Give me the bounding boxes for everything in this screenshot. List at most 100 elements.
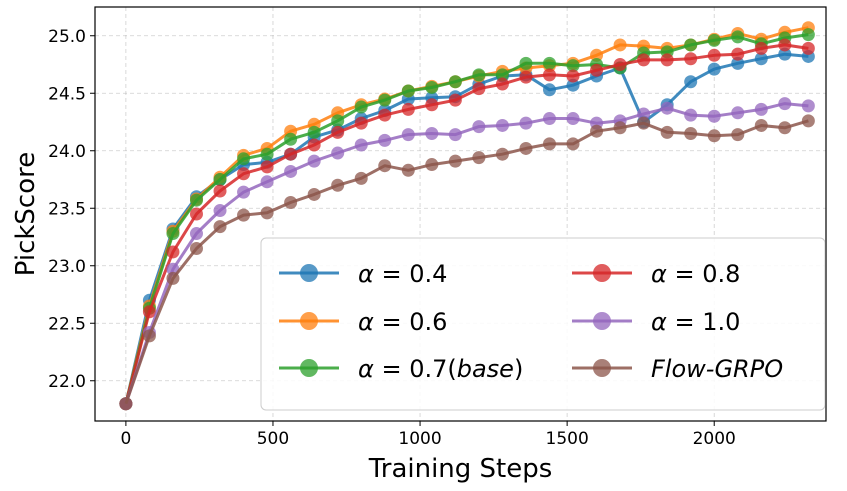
data-point (166, 245, 180, 259)
data-point (637, 53, 651, 67)
data-point (260, 147, 274, 161)
data-point (519, 70, 533, 84)
data-point (754, 41, 768, 55)
data-point (425, 127, 439, 140)
y-tick-label: 23.0 (48, 257, 86, 277)
data-point (378, 159, 392, 173)
data-point (566, 69, 580, 83)
y-tick-label: 23.5 (48, 199, 86, 219)
data-point (213, 173, 227, 186)
legend-marker (300, 264, 318, 282)
data-point (801, 41, 815, 55)
data-point (331, 125, 345, 139)
data-point (189, 207, 203, 221)
legend-label-part: = 0.7( (374, 355, 457, 383)
data-point (237, 185, 251, 199)
data-point (731, 106, 745, 120)
series-4 (119, 97, 815, 411)
data-point (378, 108, 392, 122)
data-point (331, 178, 345, 192)
data-point (519, 141, 533, 155)
data-point (684, 108, 698, 122)
data-point (378, 133, 392, 147)
legend-item: α = 1.0 (572, 308, 740, 336)
legend: α = 0.4 α = 0.6 α = 0.7(base) α = 0.8 α = 1.… (260, 237, 826, 411)
data-point (448, 128, 462, 142)
data-point (778, 47, 792, 61)
data-point (566, 112, 580, 126)
data-point (448, 75, 462, 89)
legend-marker (593, 312, 611, 330)
data-point (566, 137, 580, 151)
data-point (307, 154, 321, 168)
legend-item: α = 0.4 (279, 260, 447, 288)
data-point (237, 167, 251, 181)
data-point (778, 121, 792, 135)
data-point (307, 138, 321, 152)
data-point (707, 109, 721, 123)
data-point (519, 116, 533, 130)
legend-label: α = 1.0 (651, 308, 740, 336)
y-tick-label: 22.0 (48, 372, 86, 392)
data-point (284, 164, 298, 178)
data-point (542, 68, 556, 82)
data-point (778, 97, 792, 111)
legend-item: α = 0.8 (572, 260, 740, 288)
data-point (354, 100, 368, 114)
legend-marker (300, 359, 318, 377)
legend-item: α = 0.7(base) (279, 355, 523, 383)
data-point (142, 329, 156, 343)
data-point (684, 127, 698, 140)
data-point (472, 82, 486, 96)
data-point (472, 120, 486, 134)
legend-box (260, 237, 826, 411)
data-point (260, 175, 274, 189)
data-point (660, 125, 674, 139)
data-point (707, 62, 721, 76)
data-point (284, 196, 298, 209)
axis-ticks: 0 500 1000 1500 2000 22.0 22.5 23.0 23.5 24.0 24.5… (48, 27, 736, 449)
y-tick-label: 22.5 (48, 314, 86, 334)
data-point (189, 242, 203, 255)
data-point (495, 68, 509, 82)
data-point (307, 187, 321, 201)
legend-label-part: = 0.4 (374, 260, 448, 288)
data-point (213, 220, 227, 234)
legend-label-part: α (358, 260, 374, 288)
data-point (213, 204, 227, 218)
data-point (542, 83, 556, 97)
data-point (801, 114, 815, 128)
x-tick-label: 0 (120, 429, 131, 449)
data-point (519, 56, 533, 70)
series-layer (119, 21, 815, 411)
y-tick-label: 24.5 (48, 84, 86, 104)
data-point (189, 193, 203, 207)
data-point (801, 28, 815, 42)
data-point (542, 112, 556, 126)
x-axis-label: Training Steps (368, 454, 553, 484)
data-point (542, 137, 556, 151)
legend-label-part: Flow-GRPO (651, 355, 783, 383)
data-point (401, 163, 415, 177)
legend-label: Flow-GRPO (651, 355, 783, 383)
data-point (731, 56, 745, 70)
data-point (613, 38, 627, 52)
data-point (707, 48, 721, 62)
data-point (660, 53, 674, 67)
data-point (331, 114, 345, 128)
series-3 (119, 38, 815, 411)
legend-label-part: α (651, 260, 667, 288)
data-point (613, 121, 627, 135)
data-point (566, 78, 580, 92)
data-point (590, 63, 604, 77)
data-point (495, 118, 509, 132)
x-tick-label: 2000 (693, 429, 736, 449)
data-point (307, 125, 321, 139)
legend-label: α = 0.6 (358, 308, 447, 336)
data-point (684, 75, 698, 89)
data-point (707, 33, 721, 47)
data-point (542, 56, 556, 70)
data-point (354, 171, 368, 185)
data-point (284, 147, 298, 161)
